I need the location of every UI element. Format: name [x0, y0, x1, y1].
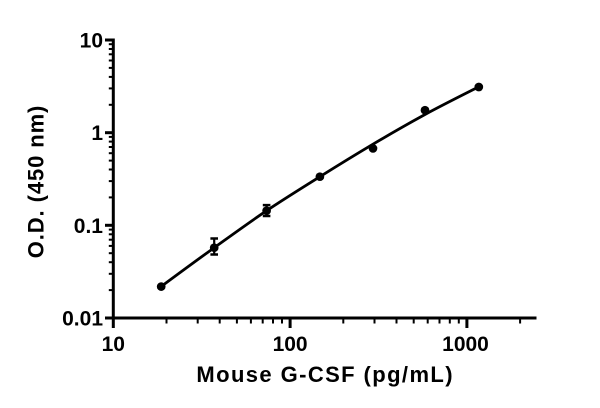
svg-text:100: 100	[273, 333, 308, 356]
svg-text:0.01: 0.01	[62, 308, 103, 331]
svg-text:O.D. (450 nm): O.D. (450 nm)	[24, 105, 49, 259]
svg-text:10: 10	[80, 30, 103, 53]
svg-text:10: 10	[102, 333, 125, 356]
svg-text:0.1: 0.1	[74, 215, 104, 238]
svg-text:1000: 1000	[442, 333, 489, 356]
svg-text:1: 1	[91, 122, 103, 145]
svg-text:Mouse G-CSF (pg/mL): Mouse G-CSF (pg/mL)	[196, 362, 454, 387]
